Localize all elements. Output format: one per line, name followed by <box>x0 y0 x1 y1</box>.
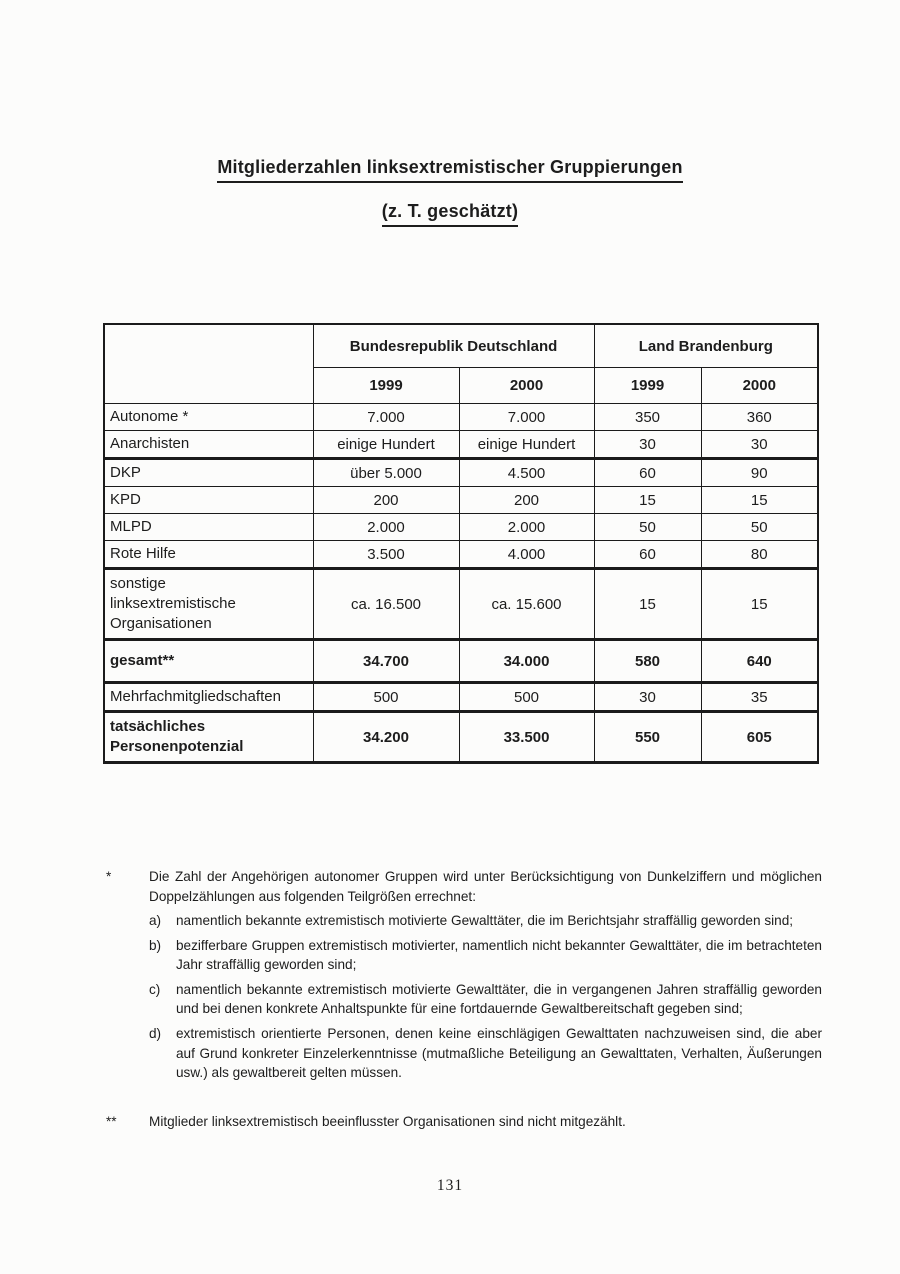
footnote-item-c: c) namentlich bekannte extremistisch mot… <box>149 980 822 1019</box>
page-number: 131 <box>436 1177 464 1195</box>
cell-value: ca. 16.500 <box>312 568 460 641</box>
footnote-star-body: Die Zahl der Angehörigen autonomer Grupp… <box>149 867 822 1083</box>
cell-value: 2.000 <box>458 513 595 541</box>
cell-value: 200 <box>458 486 595 514</box>
cell-value: 35 <box>700 682 819 713</box>
cell-value: 90 <box>700 458 819 487</box>
cell-value: 4.500 <box>458 458 595 487</box>
year-header-brd-1999: 1999 <box>312 367 460 404</box>
row-label: KPD <box>103 486 314 514</box>
year-header-bb-1999: 1999 <box>593 367 702 404</box>
footnote-item-a: a) namentlich bekannte extremistisch mot… <box>149 911 822 931</box>
table-row-autonome: Autonome * 7.000 7.000 350 360 <box>103 403 819 431</box>
table-row-anarchisten: Anarchisten einige Hundert einige Hunder… <box>103 430 819 460</box>
table-row-mehrfachmitgliedschaften: Mehrfachmitgliedschaften 500 500 30 35 <box>103 682 819 713</box>
cell-value: 15 <box>700 486 819 514</box>
footnote-item-d: d) extremistisch orientierte Personen, d… <box>149 1024 822 1083</box>
footnote-item-c-marker: c) <box>149 981 161 997</box>
row-label: Mehrfachmitgliedschaften <box>103 682 314 713</box>
footnote-item-d-text: extremistisch orientierte Personen, dene… <box>176 1025 822 1081</box>
cell-value: 3.500 <box>312 540 460 570</box>
column-group-brd: Bundesrepublik Deutschland <box>312 323 595 368</box>
row-label: sonstige linksextremistische Organisatio… <box>103 568 314 641</box>
footnote-item-b: b) bezifferbare Gruppen extremistisch mo… <box>149 936 822 975</box>
table-header-years: 1999 2000 1999 2000 <box>104 367 819 404</box>
footnote-item-a-text: namentlich bekannte extremistisch motivi… <box>176 913 794 929</box>
cell-value: 550 <box>593 711 702 764</box>
cell-value: 15 <box>593 486 702 514</box>
cell-value: 34.200 <box>312 711 460 764</box>
cell-value: einige Hundert <box>458 430 595 460</box>
cell-value: 34.700 <box>312 639 460 684</box>
footnote-item-b-text: bezifferbare Gruppen extremistisch motiv… <box>176 937 822 973</box>
cell-value: 640 <box>700 639 819 684</box>
row-label: Autonome * <box>103 403 314 431</box>
page-title-line1: Mitgliederzahlen linksextremistischer Gr… <box>217 157 683 183</box>
year-header-brd-2000: 2000 <box>458 367 595 404</box>
cell-value: 80 <box>700 540 819 570</box>
cell-value: 33.500 <box>458 711 595 764</box>
footnote-item-b-marker: b) <box>149 937 162 953</box>
footnote-double-star-marker: ** <box>106 1113 117 1129</box>
cell-value: 50 <box>700 513 819 541</box>
cell-value: einige Hundert <box>312 430 460 460</box>
cell-value: 60 <box>593 540 702 570</box>
table-header-groups: Bundesrepublik Deutschland Land Brandenb… <box>103 323 819 404</box>
footnote-double-star-text: Mitglieder linksextremistisch beeinfluss… <box>149 1113 626 1129</box>
cell-value: 4.000 <box>458 540 595 570</box>
table-row-dkp: DKP über 5.000 4.500 60 90 <box>103 458 819 487</box>
cell-value: 350 <box>593 403 702 431</box>
cell-value: 580 <box>593 639 702 684</box>
footnote-item-a-marker: a) <box>149 913 162 929</box>
row-label: gesamt** <box>103 639 314 684</box>
year-header-bb-2000: 2000 <box>700 367 819 404</box>
page-title: Mitgliederzahlen linksextremistischer Gr… <box>0 157 900 183</box>
page-subtitle: (z. T. geschätzt) <box>0 201 900 227</box>
cell-value: 360 <box>700 403 819 431</box>
row-label: Anarchisten <box>103 430 314 460</box>
footnotes-section: * Die Zahl der Angehörigen autonomer Gru… <box>106 867 822 1131</box>
cell-value: 30 <box>593 430 702 460</box>
cell-value: 15 <box>700 568 819 641</box>
row-label: tatsächliches Personenpotenzial <box>103 711 314 764</box>
footnote-star-intro: Die Zahl der Angehörigen autonomer Grupp… <box>149 869 822 904</box>
cell-value: 200 <box>312 486 460 514</box>
table-row-personenpotenzial: tatsächliches Personenpotenzial 34.200 3… <box>103 711 819 764</box>
table-row-gesamt: gesamt** 34.700 34.000 580 640 <box>103 639 819 684</box>
table-row-mlpd: MLPD 2.000 2.000 50 50 <box>103 513 819 541</box>
cell-value: 2.000 <box>312 513 460 541</box>
cell-value: 500 <box>458 682 595 713</box>
footnote-star: * Die Zahl der Angehörigen autonomer Gru… <box>106 867 822 1083</box>
cell-value: 30 <box>593 682 702 713</box>
table-row-sonstige: sonstige linksextremistische Organisatio… <box>103 568 819 641</box>
column-group-brandenburg: Land Brandenburg <box>593 323 819 368</box>
cell-value: 15 <box>593 568 702 641</box>
membership-table: Bundesrepublik Deutschland Land Brandenb… <box>103 323 820 764</box>
table-corner-cell <box>103 323 314 404</box>
cell-value: 34.000 <box>458 639 595 684</box>
cell-value: 7.000 <box>312 403 460 431</box>
cell-value: 30 <box>700 430 819 460</box>
footnote-double-star: ** Mitglieder linksextremistisch beeinfl… <box>106 1112 822 1132</box>
cell-value: 60 <box>593 458 702 487</box>
row-label: MLPD <box>103 513 314 541</box>
cell-value: 7.000 <box>458 403 595 431</box>
cell-value: 605 <box>700 711 819 764</box>
cell-value: 50 <box>593 513 702 541</box>
row-label: DKP <box>103 458 314 487</box>
row-label: Rote Hilfe <box>103 540 314 570</box>
cell-value: ca. 15.600 <box>458 568 595 641</box>
footnote-item-c-text: namentlich bekannte extremistisch motivi… <box>176 981 822 1017</box>
footnote-star-marker: * <box>106 869 112 884</box>
cell-value: 500 <box>312 682 460 713</box>
table-row-kpd: KPD 200 200 15 15 <box>103 486 819 514</box>
page-title-line2: (z. T. geschätzt) <box>381 201 519 227</box>
cell-value: über 5.000 <box>312 458 460 487</box>
table-row-rote-hilfe: Rote Hilfe 3.500 4.000 60 80 <box>103 540 819 570</box>
footnote-item-d-marker: d) <box>149 1025 162 1041</box>
